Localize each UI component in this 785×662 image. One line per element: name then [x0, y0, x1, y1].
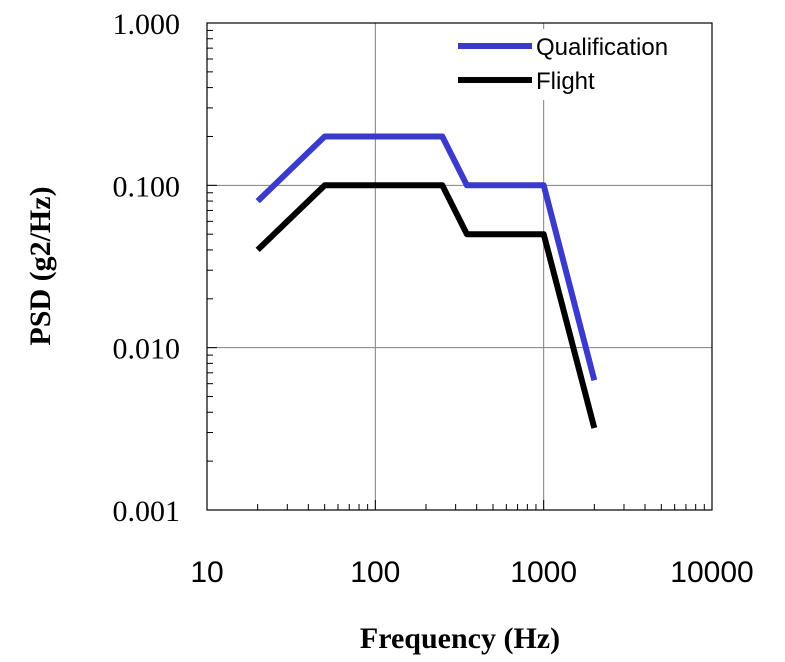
y-tick-label: 1.000 [113, 8, 181, 41]
x-tick-label: 100 [350, 556, 400, 589]
y-tick-label: 0.001 [113, 495, 181, 528]
y-axis-title: PSD (g2/Hz) [24, 186, 57, 345]
legend-box [451, 29, 711, 100]
series-line-qualification [255, 133, 598, 381]
x-tick-labels: 10 100 1000 10000 [190, 556, 753, 589]
legend-label-qualification: Qualification [536, 34, 668, 61]
y-tick-labels: 0.001 0.010 0.100 1.000 [113, 8, 181, 528]
y-tick-label: 0.100 [113, 170, 181, 203]
series-layer [255, 133, 598, 429]
y-tick-label: 0.010 [113, 333, 181, 366]
grid-lines [207, 23, 712, 510]
x-tick-label: 1000 [510, 556, 577, 589]
series-line-flight [255, 182, 598, 429]
x-tick-label: 10 [190, 556, 223, 589]
x-axis-title: Frequency (Hz) [360, 622, 560, 655]
legend-label-flight: Flight [536, 68, 595, 95]
legend: Qualification Flight [451, 29, 711, 100]
minor-ticks [206, 29, 705, 511]
x-tick-label: 10000 [670, 556, 753, 589]
plot-area-border [206, 22, 713, 511]
